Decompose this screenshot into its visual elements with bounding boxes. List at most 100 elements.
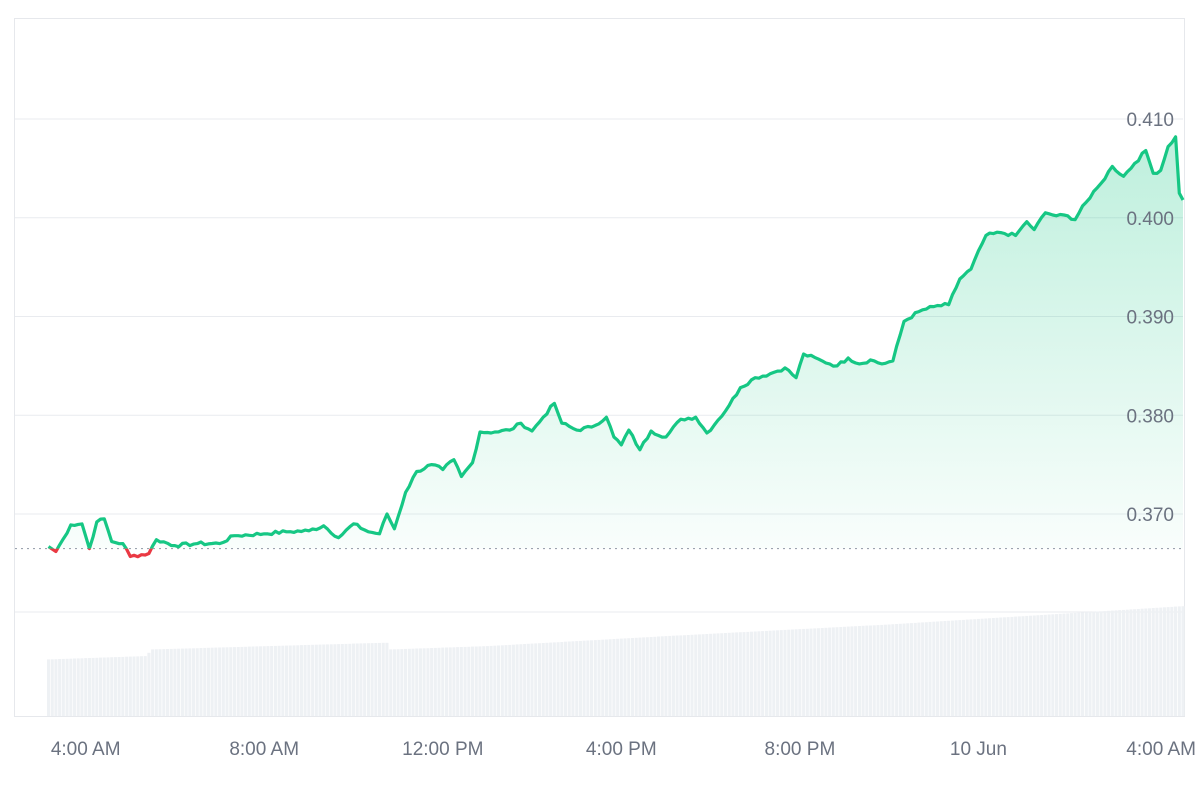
volume-bar bbox=[467, 646, 471, 716]
volume-bar bbox=[991, 618, 995, 716]
volume-bar bbox=[1006, 617, 1010, 716]
volume-bar bbox=[980, 618, 984, 716]
volume-bar bbox=[709, 633, 713, 716]
volume-bar bbox=[385, 642, 389, 716]
volume-bar bbox=[909, 623, 913, 716]
volume-bar bbox=[441, 647, 445, 716]
volume-bar bbox=[508, 644, 512, 716]
y-tick-label-3: 0.400 bbox=[1126, 209, 1174, 230]
x-axis-ticks: 4:00 AM 8:00 AM 12:00 PM 4:00 PM 8:00 PM 10 J… bbox=[51, 739, 1196, 760]
volume-bar bbox=[861, 625, 865, 716]
volume-bar bbox=[511, 644, 515, 716]
volume-bar bbox=[534, 643, 538, 716]
volume-bar bbox=[657, 636, 661, 716]
volume-bar bbox=[731, 632, 735, 716]
volume-bar bbox=[742, 632, 746, 716]
volume-bar bbox=[612, 639, 616, 716]
volume-bar bbox=[738, 632, 742, 716]
volume-bar bbox=[273, 645, 277, 716]
volume-bar bbox=[1010, 616, 1014, 716]
volume-bar bbox=[1118, 610, 1122, 716]
price-area-fill bbox=[48, 136, 1183, 549]
volume-bar bbox=[199, 648, 203, 716]
volume-bar bbox=[552, 642, 556, 716]
price-line-up bbox=[47, 135, 1185, 549]
volume-bar bbox=[173, 648, 177, 716]
volume-bar bbox=[660, 636, 664, 716]
volume-bar bbox=[1107, 610, 1111, 716]
volume-bar bbox=[865, 625, 869, 716]
volume-bar bbox=[1073, 612, 1077, 716]
volume-bar bbox=[329, 644, 333, 716]
volume-bar bbox=[244, 646, 248, 716]
volume-bar bbox=[776, 630, 780, 716]
volume-bar bbox=[976, 618, 980, 716]
volume-bar bbox=[422, 648, 426, 716]
volume-bar bbox=[381, 642, 385, 716]
volume-bar bbox=[906, 623, 910, 716]
volume-bar bbox=[1162, 607, 1166, 716]
volume-bar bbox=[787, 629, 791, 716]
volume-bar bbox=[430, 648, 434, 716]
volume-bar bbox=[567, 641, 571, 716]
y-tick-label-0: 0.370 bbox=[1126, 505, 1174, 526]
volume-bar bbox=[125, 656, 129, 716]
volume-bar bbox=[843, 626, 847, 716]
volume-bar bbox=[631, 638, 635, 716]
volume-bar bbox=[582, 640, 586, 716]
volume-bar bbox=[883, 624, 887, 716]
volume-bar bbox=[828, 627, 832, 716]
volume-bar bbox=[541, 643, 545, 716]
volume-bar bbox=[303, 645, 307, 716]
volume-bar bbox=[1095, 611, 1099, 716]
volume-bar bbox=[1029, 615, 1033, 716]
volume-bar bbox=[1021, 616, 1025, 716]
volume-bar bbox=[485, 646, 489, 716]
volume-bar bbox=[958, 620, 962, 716]
x-tick-label-3: 4:00 PM bbox=[586, 739, 657, 760]
volume-bar bbox=[735, 632, 739, 716]
volume-bar bbox=[214, 647, 218, 716]
volume-bar bbox=[924, 622, 928, 716]
volume-bar bbox=[285, 645, 289, 716]
volume-bar bbox=[1081, 612, 1085, 716]
volume-bar bbox=[954, 620, 958, 716]
volume-bar bbox=[147, 652, 151, 716]
volume-bar bbox=[947, 620, 951, 716]
volume-bar bbox=[984, 618, 988, 716]
volume-bar bbox=[928, 621, 932, 716]
volume-bar bbox=[839, 627, 843, 716]
volume-bar bbox=[560, 642, 564, 716]
volume-bar bbox=[1055, 614, 1059, 716]
volume-bar bbox=[426, 648, 430, 716]
volume-bar bbox=[779, 630, 783, 716]
volume-bar bbox=[995, 617, 999, 716]
volume-bar bbox=[638, 637, 642, 716]
volume-bar bbox=[106, 657, 110, 716]
volume-bar bbox=[1092, 611, 1096, 716]
volume-bar bbox=[857, 626, 861, 716]
volume-bar bbox=[936, 621, 940, 716]
volume-bar bbox=[880, 624, 884, 716]
volume-bar bbox=[895, 624, 899, 716]
volume-bar bbox=[396, 649, 400, 716]
volume-bar bbox=[478, 646, 482, 716]
volume-bar bbox=[180, 648, 184, 716]
volume-bar bbox=[270, 646, 274, 716]
volume-bar bbox=[913, 622, 917, 716]
volume-bar bbox=[61, 658, 65, 716]
volume-bar bbox=[154, 649, 158, 716]
volume-bar bbox=[1066, 613, 1070, 716]
volume-bar bbox=[456, 647, 460, 716]
volume-bar bbox=[318, 644, 322, 716]
x-tick-label-6: 4:00 AM bbox=[1126, 739, 1196, 760]
volume-bar bbox=[564, 641, 568, 716]
volume-bar bbox=[723, 633, 727, 716]
x-tick-label-5: 10 Jun bbox=[950, 739, 1007, 760]
volume-bar bbox=[374, 643, 378, 716]
volume-bar bbox=[604, 639, 608, 716]
volume-bar bbox=[497, 645, 501, 716]
x-tick-label-4: 8:00 PM bbox=[765, 739, 836, 760]
volume-bar bbox=[932, 621, 936, 716]
